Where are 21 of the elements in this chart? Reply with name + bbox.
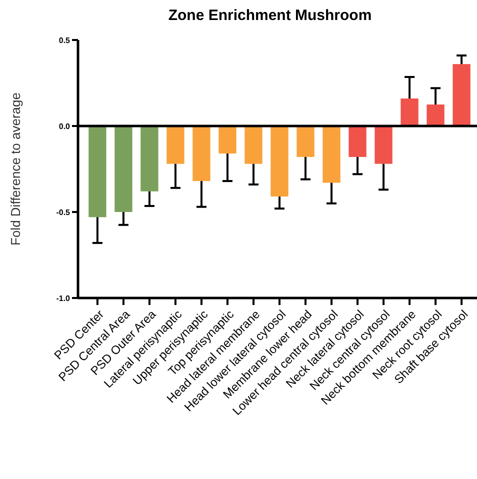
bar [88,126,106,218]
bar [322,126,340,183]
bar [348,126,366,157]
bar [452,64,470,126]
y-tick-label: -0.5 [56,208,71,217]
bar [296,126,314,157]
bar [426,104,444,126]
bar [400,98,418,126]
y-tick-label: 0.0 [58,122,71,131]
bar [166,126,184,164]
bar [140,126,158,192]
y-tick-label: -1.0 [56,294,71,303]
bar [114,126,132,212]
bar [270,126,288,197]
bar [374,126,392,164]
y-tick-label: 0.5 [58,36,71,45]
chart-title: Zone Enrichment Mushroom [168,7,372,24]
bar [218,126,236,154]
bar [192,126,210,182]
y-axis-title: Fold Difference to average [8,92,23,246]
bar [244,126,262,164]
